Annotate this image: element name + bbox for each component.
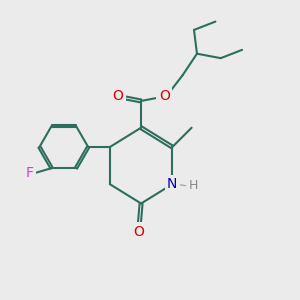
Text: F: F [26,167,34,181]
Text: H: H [188,179,198,192]
Text: N: N [167,177,178,191]
Text: O: O [112,89,123,103]
Text: O: O [159,89,170,103]
Text: O: O [133,225,144,239]
